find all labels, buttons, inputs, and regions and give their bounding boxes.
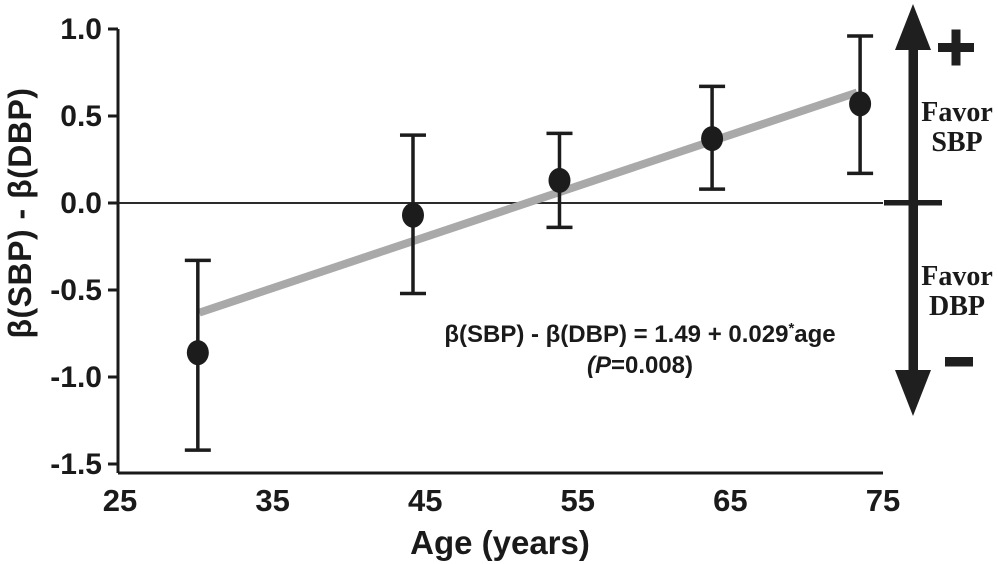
favor-dbp-line1: Favor: [921, 261, 993, 292]
arrow-shaft: [908, 46, 918, 372]
data-point-group: [847, 34, 874, 176]
y-tick-label: -1.5: [50, 448, 102, 481]
data-point-marker: [401, 202, 424, 228]
favor-dbp-label: Favor DBP: [912, 262, 998, 322]
y-tick-label: 0.5: [60, 100, 102, 133]
x-tick-label: 55: [561, 483, 595, 518]
data-point-marker: [701, 126, 724, 152]
x-tick-label: 65: [713, 483, 747, 518]
data-point-marker: [849, 91, 872, 117]
x-tick-label: 45: [408, 483, 442, 518]
p-value-italic-part: (P: [586, 352, 611, 379]
favor-direction-arrow-icon: [884, 4, 974, 416]
y-tick-label: 0.0: [60, 187, 102, 220]
favor-sbp-label: Favor SBP: [912, 98, 998, 158]
p-value-rest: =0.008): [610, 352, 694, 379]
favor-sbp-line2: SBP: [931, 127, 983, 158]
plus-icon: [938, 29, 974, 66]
favor-sbp-line1: Favor: [921, 97, 993, 128]
chart-layer: 1.0 0.5 0.0 -0.5 -1.0 -1.525 35 45 55 65 75: [50, 13, 900, 518]
y-tick-label: -0.5: [50, 274, 102, 307]
equation-line: β(SBP) - β(DBP) = 1.49 + 0.029*age: [380, 319, 900, 350]
x-tick-label: 35: [255, 483, 289, 518]
y-axis-label: β(SBP) - β(DBP): [2, 87, 38, 339]
data-point-marker: [548, 167, 571, 193]
data-point-group: [399, 133, 426, 296]
x-axis-label: Age (years): [410, 524, 590, 561]
trend-line: [198, 88, 859, 317]
minus-icon: [945, 357, 973, 367]
equation-prefix: β(SBP) - β(DBP) = 1.49 + 0.029: [444, 321, 789, 348]
x-tick-label: 25: [103, 483, 137, 518]
favor-dbp-line2: DBP: [929, 291, 985, 322]
data-point-marker: [186, 340, 209, 366]
data-point-group: [699, 84, 726, 191]
p-value-line: (P=0.008): [380, 350, 900, 381]
y-tick-label: -1.0: [50, 361, 102, 394]
arrow-zero-tick: [884, 200, 942, 206]
arrow-head-down-icon: [895, 370, 931, 416]
y-tick-label: 1.0: [60, 13, 102, 46]
equation-suffix: age: [794, 321, 836, 348]
equation-annotation: β(SBP) - β(DBP) = 1.49 + 0.029*age (P=0.…: [380, 319, 900, 381]
equation-superscript-asterisk: *: [788, 320, 795, 337]
data-point-group: [546, 131, 573, 230]
data-point-group: [184, 258, 211, 452]
arrow-head-up-icon: [895, 4, 931, 50]
x-tick-label: 75: [866, 483, 900, 518]
